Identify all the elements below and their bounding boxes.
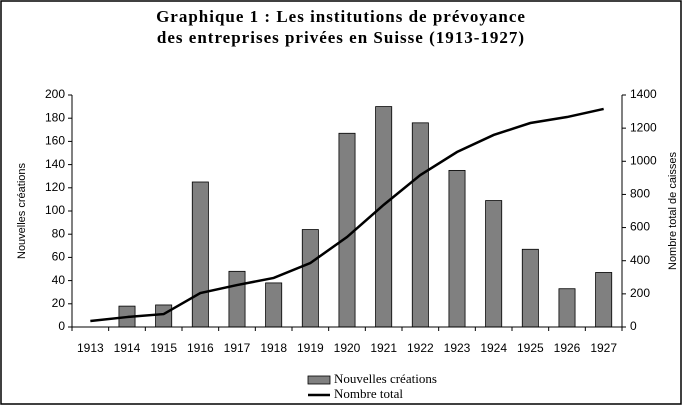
x-tick-label: 1918 — [260, 341, 287, 355]
x-tick-label: 1927 — [590, 341, 617, 355]
bar — [375, 106, 393, 328]
y2-axis-label: Nombre total de caisses — [667, 152, 679, 270]
y-tick-label: 40 — [52, 273, 66, 287]
y2-tick-label: 800 — [630, 187, 650, 201]
y2-tick-label: 1200 — [630, 120, 657, 134]
y2-tick-label: 600 — [630, 220, 650, 234]
bar — [521, 248, 539, 328]
legend-label: Nombre total — [334, 386, 403, 401]
y2-tick-label: 1400 — [630, 87, 657, 101]
y-axis-label: Nouvelles créations — [16, 163, 28, 259]
y-tick-label: 100 — [45, 203, 65, 217]
chart-title: des entreprises privées en Suisse (1913-… — [157, 28, 525, 47]
x-tick-label: 1915 — [150, 341, 177, 355]
y2-tick-label: 200 — [630, 286, 650, 300]
y-tick-label: 20 — [52, 296, 66, 310]
y-tick-label: 0 — [58, 319, 65, 333]
bar — [448, 169, 466, 328]
x-tick-label: 1914 — [114, 341, 141, 355]
bar — [265, 282, 283, 328]
bar — [411, 122, 429, 328]
bar — [558, 288, 576, 328]
x-tick-label: 1913 — [77, 341, 104, 355]
chart-title: Graphique 1 : Les institutions de prévoy… — [156, 7, 526, 26]
bar — [485, 200, 503, 328]
x-tick-label: 1922 — [407, 341, 434, 355]
bar — [155, 304, 173, 328]
bar — [191, 181, 209, 328]
legend-label: Nouvelles créations — [334, 371, 437, 386]
x-tick-label: 1923 — [444, 341, 471, 355]
y-tick-label: 140 — [45, 157, 65, 171]
x-tick-label: 1924 — [480, 341, 507, 355]
x-tick-label: 1926 — [554, 341, 581, 355]
x-tick-label: 1920 — [334, 341, 361, 355]
x-tick-label: 1916 — [187, 341, 214, 355]
y2-tick-label: 1000 — [630, 153, 657, 167]
y-tick-label: 200 — [45, 87, 65, 101]
y2-tick-label: 0 — [630, 319, 637, 333]
bar — [595, 272, 613, 328]
bar — [301, 229, 319, 328]
y-tick-label: 160 — [45, 134, 65, 148]
y-tick-label: 120 — [45, 180, 65, 194]
x-tick-label: 1917 — [224, 341, 251, 355]
y2-tick-label: 400 — [630, 253, 650, 267]
line — [90, 107, 604, 323]
y-tick-label: 180 — [45, 110, 65, 124]
bar — [338, 132, 356, 328]
bar — [228, 270, 246, 328]
x-tick-label: 1919 — [297, 341, 324, 355]
y-tick-label: 60 — [52, 250, 66, 264]
x-tick-label: 1921 — [370, 341, 397, 355]
x-tick-label: 1925 — [517, 341, 544, 355]
legend-swatch — [307, 375, 331, 385]
y-tick-label: 80 — [52, 226, 66, 240]
